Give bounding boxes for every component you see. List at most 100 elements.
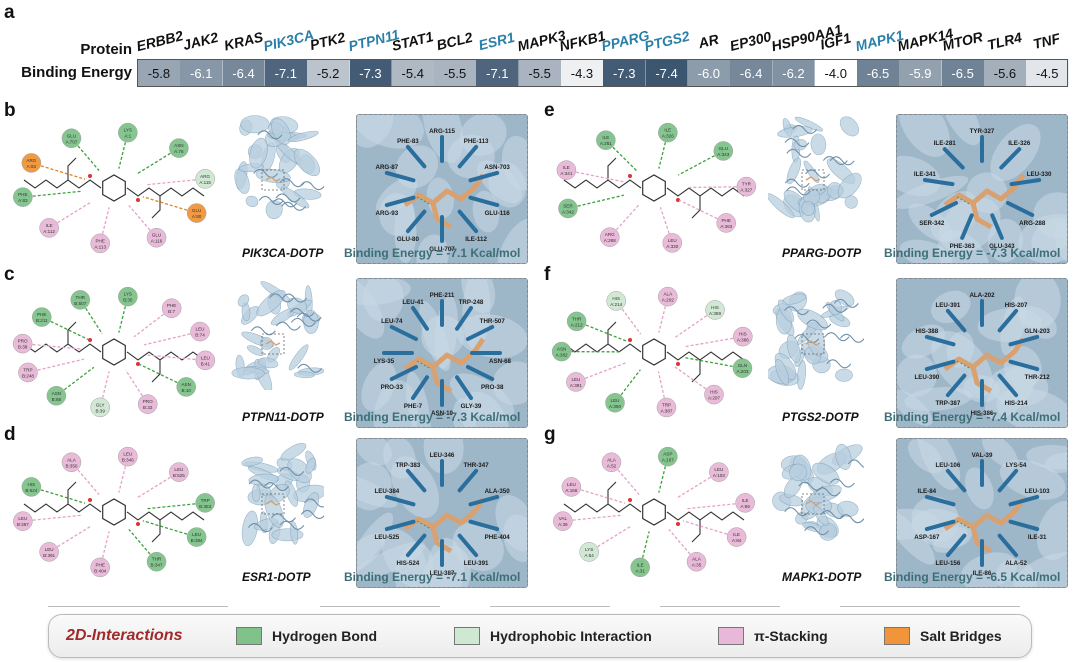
residue-label: B:33 [143, 405, 153, 410]
residue-label: TRP [23, 367, 32, 372]
ligand-skeleton [563, 321, 745, 383]
ligand-skeleton [563, 157, 745, 219]
residue-label: ASN [181, 382, 190, 387]
divider-line [840, 606, 1020, 607]
pocket-residue-label: ILE-86 [973, 570, 992, 577]
pocket-residue-label: ILE-341 [914, 171, 937, 178]
interaction-line [48, 201, 92, 229]
interaction-line [682, 520, 737, 538]
residue-label: ARG [26, 158, 36, 163]
residue-label: B:391 [43, 553, 55, 558]
panel-e-letter: e [544, 100, 555, 121]
protein-structure-b [228, 114, 326, 231]
pocket-residue-label: PHE-7 [404, 403, 423, 410]
residue-label: A:391 [570, 383, 582, 388]
residue-stick [945, 373, 967, 398]
residue-stick [411, 375, 429, 401]
pocket-residue-label: LYS-54 [1006, 462, 1027, 469]
pocket-residue-label: ARG-288 [1019, 220, 1046, 227]
pocket-residue-label: ARG-115 [429, 128, 455, 135]
ligand-skeleton [563, 481, 745, 543]
residue-label: B:10 [181, 388, 191, 393]
pocket-zoom-box-g: VAL-39 LYS-54 LEU-103 ILE-31 ALA-52 ILE-86 LEU… [896, 438, 1068, 588]
residue-label: A:341 [560, 171, 572, 176]
residue-label: A:363 [720, 224, 732, 229]
residue-label: LEU [567, 482, 576, 487]
pocket-residue-label: LYS-35 [374, 358, 395, 365]
residue-label: ILE [46, 223, 53, 228]
pocket-residue-label: SER-342 [919, 220, 945, 227]
energy-cell-igf1: -4.0 [814, 60, 858, 86]
divider-line [490, 606, 610, 607]
residue-label: B:7 [168, 309, 175, 314]
panel-g-letter: g [544, 424, 556, 445]
residue-label: GLY [96, 402, 105, 407]
residue-label: A:167 [662, 458, 674, 463]
complex-label-b: PIK3CA-DOTP [242, 246, 324, 260]
residue-label: A:390 [609, 404, 621, 409]
protein-name-ep300: EP300 [728, 28, 774, 54]
interaction-diagram: ASPA:167LEUA:103ILEA:86ILEA:84ALAA:35ILE… [553, 446, 755, 578]
interaction-line [142, 520, 197, 538]
residue-label: B:41 [201, 361, 211, 366]
pocket-residue-label: TRP-383 [396, 462, 421, 469]
energy-cell-kras: -6.4 [222, 60, 266, 86]
protein-structure-d [228, 438, 329, 555]
energy-cell-jak2: -6.1 [180, 60, 224, 86]
residue-stick [455, 375, 473, 401]
residue-label: B:35 [123, 298, 133, 303]
protein-cartoon [772, 443, 873, 541]
residue-stick [945, 468, 967, 493]
residue-stick [1005, 201, 1035, 217]
panel-b-letter: b [4, 100, 16, 121]
residue-label: TRP [662, 402, 671, 407]
energy-cell-ptk2: -5.2 [307, 60, 351, 86]
residue-label: A:202 [662, 298, 674, 303]
protein-structure-e [766, 114, 864, 231]
energy-cell-esr1: -7.1 [476, 60, 520, 86]
pocket-residue-label: VAL-39 [972, 452, 993, 459]
residue-label: A:52 [607, 463, 617, 468]
interaction-line [676, 471, 720, 499]
pocket-residue-label: PRO-38 [481, 384, 504, 391]
residue-stick [997, 468, 1019, 493]
energy-cell-pparg: -7.3 [603, 60, 647, 86]
residue-label: A:86 [740, 504, 750, 509]
pocket-residue-label: TYR-327 [970, 128, 995, 135]
residue-label: ILE [664, 128, 671, 133]
residue-label: B:350 [65, 463, 77, 468]
residue-label: A:326 [662, 134, 674, 139]
residue-label: A:212 [571, 322, 583, 327]
residue-label: ILE [602, 135, 609, 140]
complex-label-f: PTGS2-DOTP [782, 410, 859, 424]
interaction-line [571, 486, 626, 504]
residue-stick [384, 170, 416, 183]
residue-label: LEU [201, 355, 210, 360]
residue-label: B:383 [199, 504, 211, 509]
pocket-residue-label: PHE-113 [464, 138, 489, 145]
complex-label-d: ESR1-DOTP [242, 570, 311, 584]
residue-label: B:248 [22, 373, 34, 378]
legend-swatch-hydrophobic [454, 627, 480, 645]
interaction-line [48, 525, 92, 553]
protein-name-mapk1: MAPK1 [853, 26, 906, 55]
protein-name-tlr4: TLR4 [985, 29, 1024, 53]
residue-label: PHE [721, 218, 730, 223]
residue-label: B:384 [191, 538, 203, 543]
binding-pocket-zoom: LEU-346 THR-347 ALA-350 PHE-404 LEU-391 LEU-3… [357, 439, 527, 587]
residue-label: LEU [174, 467, 183, 472]
